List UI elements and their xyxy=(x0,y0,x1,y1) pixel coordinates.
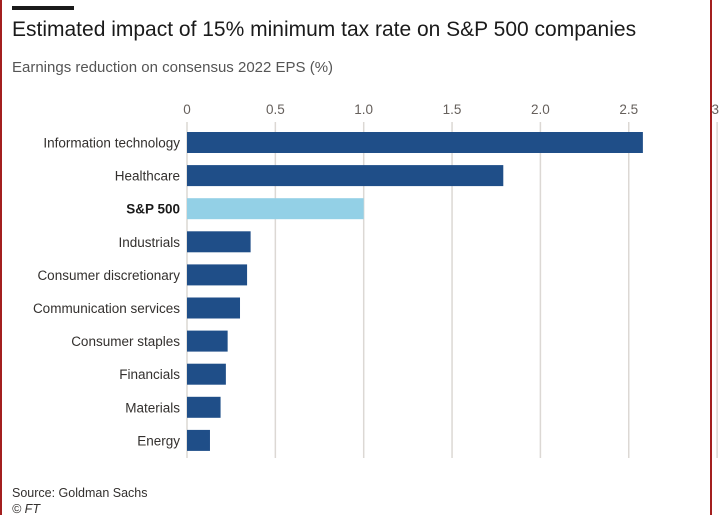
x-tick-label: 2.5 xyxy=(619,102,638,117)
bar xyxy=(187,396,221,418)
x-tick-label: 0 xyxy=(183,102,191,117)
x-tick-label: 1.0 xyxy=(354,102,373,117)
bar xyxy=(187,297,241,319)
category-label: Materials xyxy=(125,400,180,415)
category-label: Healthcare xyxy=(115,169,180,184)
category-label: Financials xyxy=(119,367,180,382)
chart-title: Estimated impact of 15% minimum tax rate… xyxy=(12,18,637,41)
chart-subtitle: Earnings reduction on consensus 2022 EPS… xyxy=(12,59,334,76)
bar xyxy=(187,132,643,153)
bar xyxy=(187,231,251,253)
category-label: Energy xyxy=(137,433,180,448)
category-label: Consumer staples xyxy=(71,334,180,349)
category-labels: Information technology Healthcare S&P 500 I… xyxy=(33,136,180,449)
bars xyxy=(187,132,643,451)
x-axis-ticks: 0 0.5 1.0 1.5 2.0 2.5 3. xyxy=(183,102,719,117)
x-tick-label: 3. xyxy=(711,102,719,117)
x-tick-label: 1.5 xyxy=(443,102,462,117)
bar xyxy=(187,330,228,352)
category-label: Consumer discretionary xyxy=(37,268,180,283)
bar xyxy=(187,429,210,451)
category-label: Communication services xyxy=(33,301,180,316)
x-tick-label: 0.5 xyxy=(266,102,285,117)
bar xyxy=(187,165,504,187)
category-label: Industrials xyxy=(118,235,180,250)
x-tick-label: 2.0 xyxy=(531,102,550,117)
source-note: Source: Goldman Sachs xyxy=(12,486,148,500)
bar xyxy=(187,363,226,385)
title-accent-bar xyxy=(12,6,74,10)
bar xyxy=(187,198,364,220)
bar xyxy=(187,264,248,286)
category-label: S&P 500 xyxy=(126,202,180,217)
category-label: Information technology xyxy=(43,136,180,151)
credit-note: © FT xyxy=(12,502,40,516)
